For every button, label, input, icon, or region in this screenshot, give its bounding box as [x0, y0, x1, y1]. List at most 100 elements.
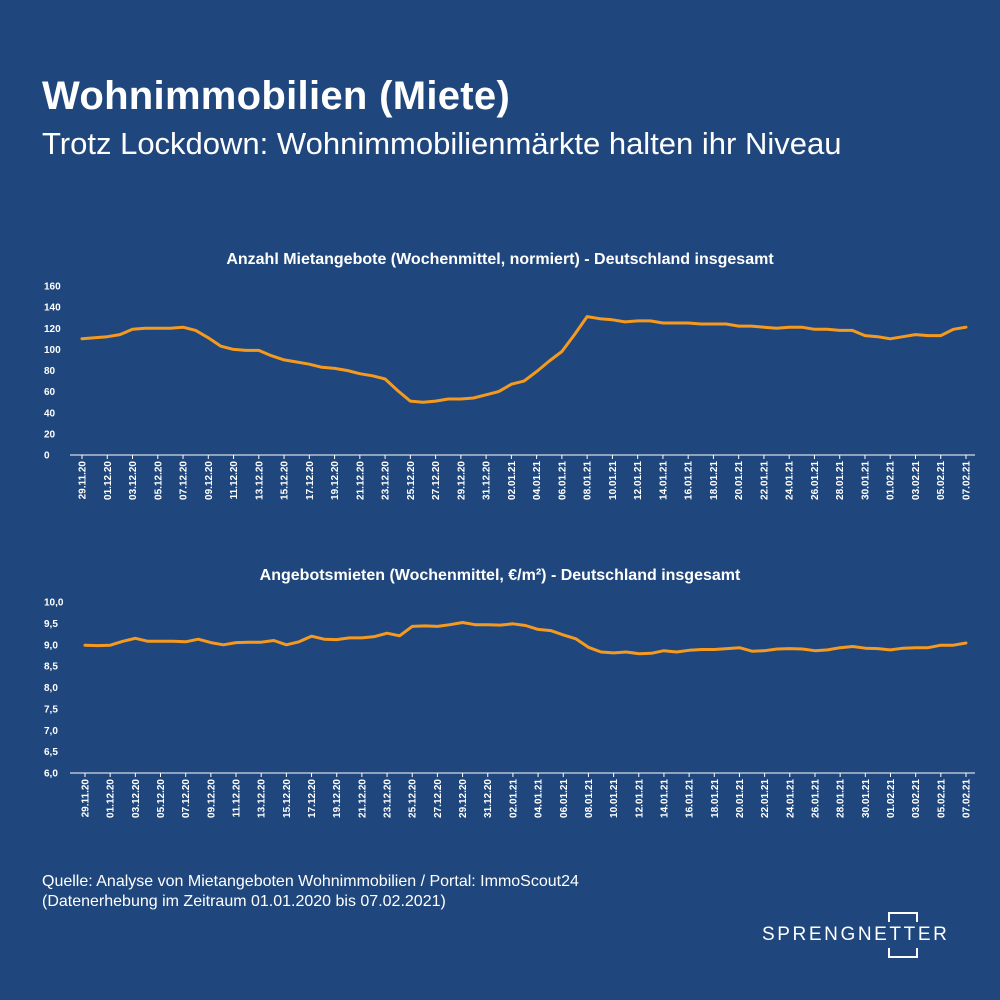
- x-tick-label: 03.12.20: [131, 779, 142, 818]
- x-tick-label: 13.12.20: [257, 779, 268, 818]
- data-point: [775, 327, 778, 330]
- data-point: [121, 640, 124, 643]
- data-point: [573, 333, 576, 336]
- x-tick-label: 01.02.21: [886, 461, 897, 500]
- data-point: [510, 383, 513, 386]
- data-point: [524, 624, 527, 627]
- data-point: [411, 625, 414, 628]
- logo-bracket-bottom-icon: [888, 948, 918, 958]
- data-point: [295, 360, 298, 364]
- x-tick-label: 29.11.20: [78, 461, 89, 500]
- data-point: [713, 648, 716, 651]
- data-point: [320, 366, 324, 369]
- data-point: [889, 648, 892, 652]
- data-point: [712, 322, 715, 326]
- x-tick-label: 22.01.21: [759, 461, 770, 500]
- data-point: [801, 647, 804, 651]
- x-tick-label: 11.12.20: [229, 461, 240, 500]
- data-point: [409, 399, 412, 403]
- x-tick-label: 25.12.20: [408, 779, 419, 818]
- x-tick-label: 17.12.20: [305, 461, 316, 500]
- y-tick-label: 40: [44, 408, 56, 419]
- data-point: [282, 358, 286, 362]
- y-tick-label: 120: [44, 324, 61, 335]
- x-tick-label: 29.12.20: [456, 461, 467, 500]
- data-point: [360, 636, 364, 640]
- x-tick-label: 21.12.20: [357, 779, 368, 818]
- data-point: [358, 372, 362, 375]
- data-point: [472, 396, 475, 400]
- x-tick-label: 10.01.21: [609, 779, 620, 818]
- x-tick-label: 15.12.20: [282, 779, 293, 818]
- y-tick-label: 9,0: [44, 640, 58, 651]
- y-tick-label: 140: [44, 303, 61, 314]
- data-point: [448, 623, 452, 626]
- data-point: [611, 318, 614, 321]
- x-tick-label: 29.12.20: [458, 779, 469, 818]
- data-point: [587, 646, 590, 649]
- data-point: [232, 348, 235, 351]
- x-tick-label: 27.12.20: [431, 461, 442, 500]
- data-point: [346, 369, 349, 372]
- data-point: [926, 334, 930, 337]
- source-note: Quelle: Analyse von Mietangeboten Wohnim…: [42, 872, 579, 912]
- data-point: [560, 350, 564, 353]
- data-point: [270, 354, 273, 357]
- data-point: [549, 629, 552, 632]
- x-tick-label: 26.01.21: [810, 779, 821, 818]
- x-tick-label: 14.01.21: [659, 779, 670, 818]
- data-point: [234, 641, 238, 644]
- data-point: [952, 328, 955, 331]
- data-point: [661, 321, 665, 325]
- chart-rent-price: 6,0 6,5 7,0 7,5 8,0 8,5 9,0 9,5 10,0 29.11.20 01.1…: [44, 598, 975, 818]
- y-tick-label: 160: [44, 282, 61, 293]
- x-tick-label: 19.12.20: [332, 779, 343, 818]
- data-point: [738, 646, 741, 649]
- data-point: [800, 325, 804, 329]
- data-point: [851, 329, 854, 332]
- data-point: [914, 333, 917, 336]
- data-point: [322, 637, 326, 641]
- data-point: [725, 647, 729, 650]
- data-point: [650, 652, 653, 655]
- data-point: [93, 336, 96, 339]
- y-tick-label: 7,5: [44, 704, 58, 715]
- data-point: [219, 345, 223, 348]
- data-point: [209, 641, 213, 644]
- data-point: [169, 327, 172, 330]
- data-point: [396, 389, 399, 392]
- data-point: [423, 624, 427, 628]
- data-point: [497, 390, 500, 393]
- data-point: [624, 650, 628, 654]
- page-title: Wohnimmobilien (Miete): [42, 74, 511, 118]
- data-point: [637, 652, 640, 655]
- data-point: [825, 328, 829, 331]
- x-tick-label: 18.01.21: [710, 779, 721, 818]
- y-tick-label: 6,5: [44, 747, 58, 758]
- data-point: [207, 336, 210, 339]
- data-point: [184, 640, 187, 643]
- x-tick-label: 24.01.21: [785, 461, 796, 500]
- data-point: [499, 623, 502, 627]
- x-tick-label: 28.01.21: [836, 779, 847, 818]
- y-tick-label: 80: [44, 366, 56, 377]
- data-point: [434, 399, 437, 403]
- data-point: [813, 649, 817, 652]
- x-tick-label: 05.12.20: [156, 779, 167, 818]
- x-tick-label: 05.02.21: [936, 461, 947, 500]
- data-point: [272, 639, 275, 642]
- data-point: [939, 334, 942, 337]
- data-point: [260, 640, 263, 644]
- data-point: [838, 329, 841, 332]
- data-point: [348, 636, 351, 640]
- x-tick-label: 17.12.20: [307, 779, 318, 818]
- x-tick-label: 21.12.20: [355, 461, 366, 500]
- y-tick-label: 0: [44, 451, 50, 462]
- data-point: [612, 651, 615, 655]
- data-point: [247, 640, 250, 644]
- data-point: [964, 641, 968, 645]
- data-point: [473, 623, 477, 626]
- x-tick-label: 01.02.21: [886, 779, 897, 818]
- page-subtitle: Trotz Lockdown: Wohnimmobilienmärkte hal…: [42, 126, 842, 161]
- x-tick-label: 07.02.21: [962, 461, 973, 500]
